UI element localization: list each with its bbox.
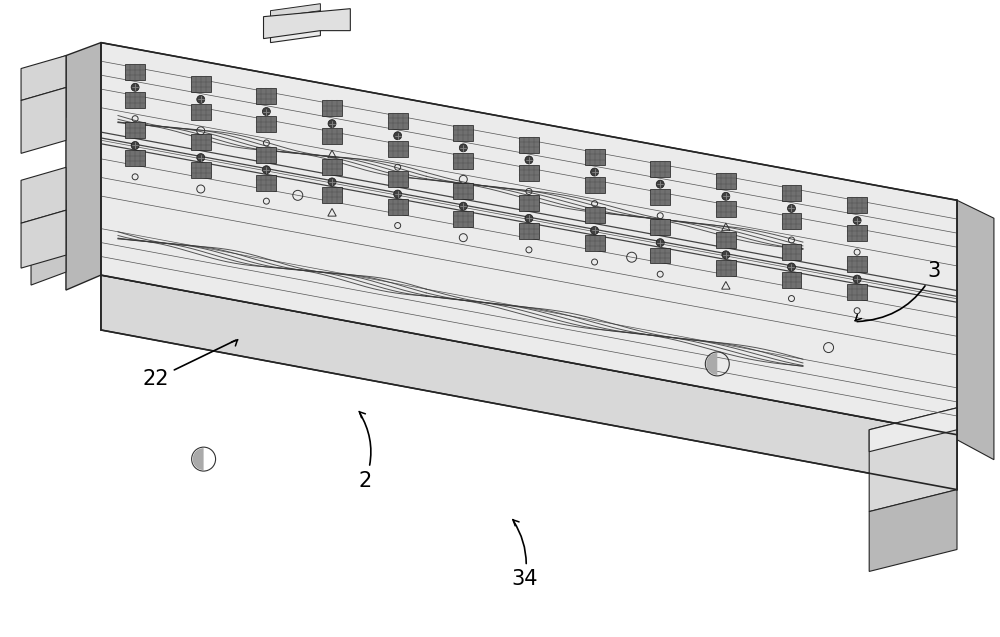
Polygon shape xyxy=(191,134,211,150)
Polygon shape xyxy=(453,125,473,141)
Polygon shape xyxy=(650,220,670,236)
Circle shape xyxy=(591,168,599,176)
Polygon shape xyxy=(869,490,957,571)
Polygon shape xyxy=(31,200,66,250)
Polygon shape xyxy=(388,141,408,157)
Circle shape xyxy=(262,108,270,115)
Circle shape xyxy=(394,132,402,140)
Polygon shape xyxy=(125,64,145,80)
Circle shape xyxy=(459,144,467,152)
Polygon shape xyxy=(847,284,867,300)
Polygon shape xyxy=(782,213,801,229)
Circle shape xyxy=(394,190,402,198)
Polygon shape xyxy=(519,223,539,239)
Polygon shape xyxy=(453,153,473,169)
Circle shape xyxy=(787,263,795,271)
Polygon shape xyxy=(125,92,145,108)
Polygon shape xyxy=(66,43,101,290)
Polygon shape xyxy=(782,272,801,288)
Polygon shape xyxy=(869,408,957,512)
Polygon shape xyxy=(716,232,736,248)
Circle shape xyxy=(328,120,336,127)
Polygon shape xyxy=(585,235,605,252)
Polygon shape xyxy=(847,197,867,213)
Circle shape xyxy=(459,202,467,210)
Polygon shape xyxy=(519,165,539,181)
Wedge shape xyxy=(193,448,204,470)
Polygon shape xyxy=(256,117,276,132)
Polygon shape xyxy=(650,189,670,205)
Polygon shape xyxy=(650,248,670,264)
Polygon shape xyxy=(191,76,211,92)
Circle shape xyxy=(787,204,795,212)
Circle shape xyxy=(853,217,861,224)
Polygon shape xyxy=(650,161,670,177)
Circle shape xyxy=(197,154,205,162)
Polygon shape xyxy=(322,159,342,175)
Polygon shape xyxy=(782,244,801,260)
Polygon shape xyxy=(519,137,539,153)
Polygon shape xyxy=(519,195,539,211)
Polygon shape xyxy=(453,183,473,199)
Polygon shape xyxy=(21,87,66,154)
Wedge shape xyxy=(706,353,717,375)
Circle shape xyxy=(525,214,533,222)
Polygon shape xyxy=(31,237,66,285)
Polygon shape xyxy=(585,149,605,165)
Polygon shape xyxy=(101,275,957,490)
Circle shape xyxy=(328,178,336,186)
Polygon shape xyxy=(716,260,736,276)
Polygon shape xyxy=(453,211,473,227)
Circle shape xyxy=(131,83,139,91)
Polygon shape xyxy=(21,168,66,223)
Polygon shape xyxy=(322,101,342,117)
Text: 22: 22 xyxy=(143,340,236,389)
Polygon shape xyxy=(256,175,276,190)
Polygon shape xyxy=(264,9,350,39)
Polygon shape xyxy=(256,147,276,162)
Polygon shape xyxy=(31,87,66,131)
Polygon shape xyxy=(869,408,957,452)
Polygon shape xyxy=(847,225,867,241)
Polygon shape xyxy=(847,256,867,272)
Circle shape xyxy=(656,180,664,188)
Polygon shape xyxy=(271,4,320,18)
Polygon shape xyxy=(21,55,66,101)
Polygon shape xyxy=(191,162,211,178)
Text: 3: 3 xyxy=(857,261,941,322)
Polygon shape xyxy=(585,207,605,224)
Polygon shape xyxy=(256,89,276,104)
Circle shape xyxy=(656,239,664,247)
Circle shape xyxy=(197,96,205,103)
Circle shape xyxy=(722,251,730,259)
Polygon shape xyxy=(125,150,145,166)
Polygon shape xyxy=(388,199,408,215)
Polygon shape xyxy=(322,187,342,203)
Circle shape xyxy=(131,141,139,150)
Circle shape xyxy=(525,156,533,164)
Polygon shape xyxy=(271,11,320,43)
Circle shape xyxy=(262,166,270,174)
Text: 2: 2 xyxy=(359,413,372,490)
Polygon shape xyxy=(31,55,66,101)
Polygon shape xyxy=(585,177,605,193)
Polygon shape xyxy=(782,185,801,201)
Polygon shape xyxy=(322,129,342,145)
Circle shape xyxy=(722,192,730,200)
Text: 34: 34 xyxy=(512,521,538,589)
Circle shape xyxy=(853,275,861,283)
Circle shape xyxy=(591,227,599,234)
Polygon shape xyxy=(388,171,408,187)
Polygon shape xyxy=(21,210,66,268)
Polygon shape xyxy=(716,201,736,217)
Polygon shape xyxy=(957,200,994,460)
Polygon shape xyxy=(191,104,211,120)
Polygon shape xyxy=(125,122,145,138)
Polygon shape xyxy=(101,43,957,434)
Polygon shape xyxy=(716,173,736,189)
Polygon shape xyxy=(388,113,408,129)
